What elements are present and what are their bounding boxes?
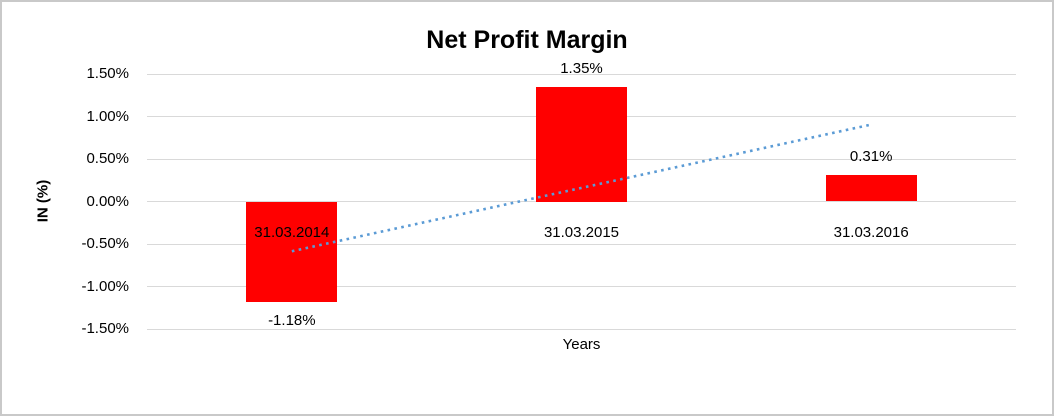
bar-31.03.2016 bbox=[825, 175, 917, 202]
y-axis-tick-label: -1.00% bbox=[81, 277, 129, 295]
bar-31.03.2015 bbox=[536, 86, 627, 202]
y-axis-tick-label: 0.00% bbox=[86, 192, 129, 210]
x-axis-category-label: 31.03.2016 bbox=[833, 223, 909, 241]
bar-31.03.2014 bbox=[246, 201, 338, 302]
gridline bbox=[147, 286, 1016, 287]
bar-data-label: -1.18% bbox=[268, 311, 316, 329]
gridline bbox=[147, 328, 1016, 330]
y-axis-tick-label: -0.50% bbox=[81, 235, 129, 252]
y-axis-tick-label: 1.00% bbox=[86, 107, 129, 125]
bar-data-label: 1.35% bbox=[560, 59, 603, 77]
x-axis-category-label: 31.03.2015 bbox=[543, 223, 620, 241]
y-axis-tick-label: 1.50% bbox=[86, 65, 129, 82]
y-axis-tick-label: -1.50% bbox=[81, 320, 129, 337]
chart-title: Net Profit Margin bbox=[426, 26, 628, 54]
x-axis-category-label: 31.03.2014 bbox=[254, 223, 330, 241]
x-axis-title: Years bbox=[562, 336, 601, 353]
bar-data-label: 0.31% bbox=[849, 148, 893, 166]
gridline bbox=[147, 73, 1016, 75]
y-axis-tick-label: 0.50% bbox=[86, 150, 129, 167]
